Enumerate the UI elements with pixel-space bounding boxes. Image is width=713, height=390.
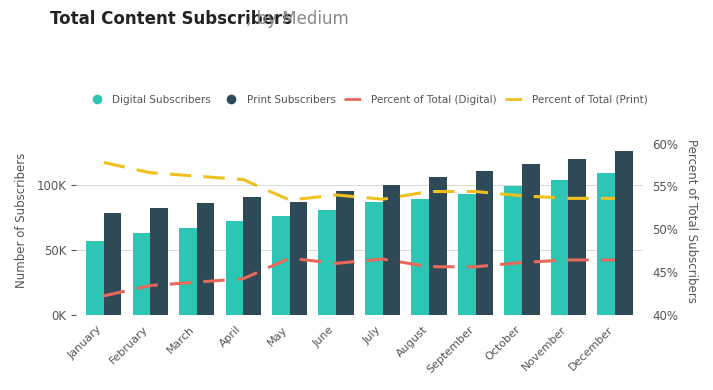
Bar (568, 159, 586, 315)
Bar (179, 228, 197, 315)
Bar (197, 203, 215, 315)
Bar (504, 186, 522, 315)
Bar (411, 199, 429, 315)
Legend: Digital Subscribers, Print Subscribers, Percent of Total (Digital), Percent of T: Digital Subscribers, Print Subscribers, … (81, 90, 652, 109)
Y-axis label: Percent of Total Subscribers: Percent of Total Subscribers (685, 139, 698, 303)
Bar (86, 241, 104, 315)
Text: Total Content Subscribers: Total Content Subscribers (50, 10, 292, 28)
Bar (150, 208, 168, 315)
Bar (551, 180, 568, 315)
Bar (597, 173, 615, 315)
Bar (476, 171, 493, 315)
Bar (383, 185, 400, 315)
Bar (104, 213, 121, 315)
Bar (365, 202, 383, 315)
Bar (133, 233, 150, 315)
Bar (243, 197, 261, 315)
Bar (225, 221, 243, 315)
Bar (522, 164, 540, 315)
Text: , by Medium: , by Medium (246, 10, 349, 28)
Bar (458, 194, 476, 315)
Bar (615, 151, 632, 315)
Bar (272, 216, 289, 315)
Bar (336, 191, 354, 315)
Bar (319, 209, 336, 315)
Bar (429, 177, 447, 315)
Y-axis label: Number of Subscribers: Number of Subscribers (15, 153, 28, 288)
Bar (289, 202, 307, 315)
